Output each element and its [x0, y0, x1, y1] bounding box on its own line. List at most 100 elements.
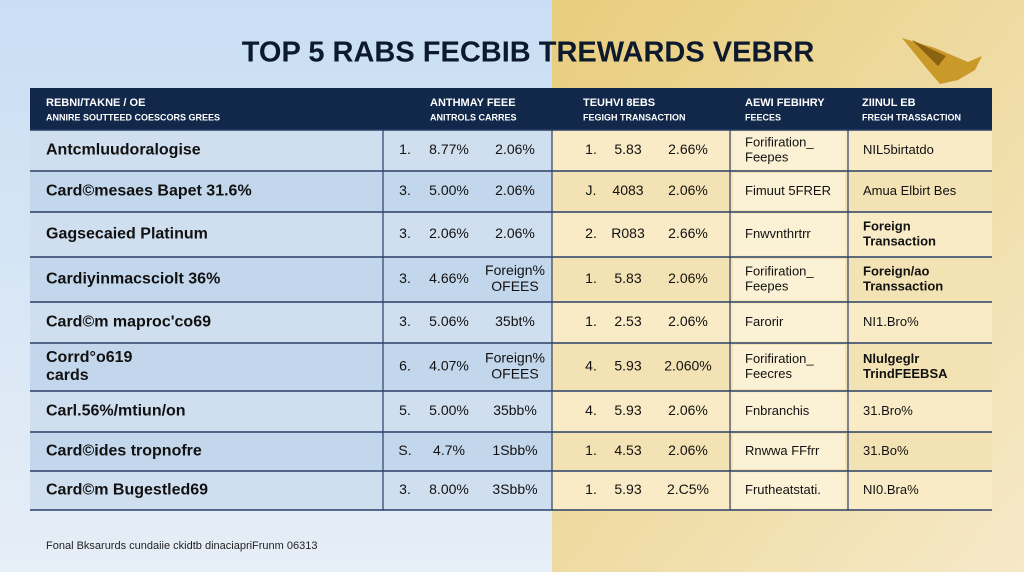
cell-bg: [733, 434, 845, 469]
cell-text: Fnwvnthrtrr: [745, 226, 811, 241]
cell-text: 3.: [399, 270, 411, 286]
cell-text: Farorir: [745, 314, 784, 329]
header-label: ANITROLS CARRES: [430, 112, 517, 122]
cell-text: 1.: [585, 270, 597, 286]
cell-text: Forifiration_: [745, 263, 814, 278]
cell-text: 4.07%: [429, 358, 469, 374]
cell-text: 31.Bro%: [863, 403, 913, 418]
cell-text: R083: [611, 225, 645, 241]
cell-text: Card©m Bugestled69: [46, 482, 208, 499]
cell-text: 2.66%: [668, 141, 708, 157]
cell-text: 3.: [399, 481, 411, 497]
cell-text: 2.: [585, 225, 597, 241]
cell-text: 5.00%: [429, 182, 469, 198]
cell-text: Foreign%: [485, 350, 545, 366]
cell-text: TrindFEEBSA: [863, 366, 948, 381]
row-bg-left: [30, 343, 552, 391]
cell-text: 8.77%: [429, 141, 469, 157]
header-label: ANTHMAY FEEE: [430, 97, 516, 109]
cell-text: 3.: [399, 182, 411, 198]
row-bg-left: [30, 130, 552, 171]
cell-text: 2.06%: [495, 141, 535, 157]
cell-text: Card©ides tropnofre: [46, 443, 202, 460]
header-label: FEECES: [745, 112, 781, 122]
cell-text: 4.53: [614, 442, 641, 458]
table: REBNI/TAKNE / OE ANNIRE SOUTTEED COESCORS…: [30, 97, 992, 511]
row-bg-left: [30, 302, 552, 343]
cell-text: 5.93: [614, 358, 641, 374]
cell-text: Frutheatstati.: [745, 482, 821, 497]
cell-text: 5.: [399, 402, 411, 418]
cell-bg: [733, 393, 845, 430]
row-bg-left: [30, 432, 552, 471]
cell-text: Carl.56%/mtiun/on: [46, 403, 186, 420]
cell-text: Foreign/ao: [863, 263, 930, 278]
cell-text: 2.66%: [668, 225, 708, 241]
cell-text: 31.Bo%: [863, 443, 909, 458]
header-label: FREGH TRASSACTION: [862, 112, 961, 122]
cell-text: 3.: [399, 313, 411, 329]
title: TOP 5 RABS FECBIB TREWARDS VEBRR: [242, 37, 815, 69]
cell-text: 6.: [399, 358, 411, 374]
cell-text: Card©mesaes Bapet 31.6%: [46, 183, 252, 200]
cell-text: 1.: [585, 442, 597, 458]
cell-text: Corrd°o619: [46, 349, 133, 366]
cell-text: OFEES: [491, 366, 538, 382]
cell-text: 5.06%: [429, 313, 469, 329]
cell-text: Forifiration_: [745, 351, 814, 366]
cell-text: Feepes: [745, 149, 789, 164]
cell-text: Foreign: [863, 218, 911, 233]
cell-text: 5.93: [614, 402, 641, 418]
header-label: TEUHVI 8EBS: [583, 97, 655, 109]
cell-text: 1.: [585, 481, 597, 497]
cell-text: 4.: [585, 402, 597, 418]
cell-text: 8.00%: [429, 481, 469, 497]
cell-text: OFEES: [491, 278, 538, 294]
cell-text: Fimuut 5FRER: [745, 183, 831, 198]
cell-text: NI0.Bra%: [863, 482, 919, 497]
cell-text: 2.06%: [668, 442, 708, 458]
cell-text: 4.7%: [433, 442, 465, 458]
cell-bg: [733, 214, 845, 255]
cell-text: 2.C5%: [667, 481, 709, 497]
footer-note: Fonal Bksarurds cundaiie ckidtb dinaciap…: [46, 540, 317, 552]
cell-text: 2.06%: [495, 182, 535, 198]
cell-text: Fnbranchis: [745, 403, 810, 418]
table-header: [30, 88, 992, 130]
cell-text: NIL5birtatdo: [863, 142, 934, 157]
header-label: ANNIRE SOUTTEED COESCORS GREES: [46, 112, 220, 122]
header-label: REBNI/TAKNE / OE: [46, 97, 145, 109]
row-bg-left: [30, 391, 552, 432]
row-bg-left: [30, 257, 552, 302]
cell-text: 5.93: [614, 481, 641, 497]
header-label: ZIINUL EB: [862, 97, 916, 109]
cell-text: cards: [46, 367, 89, 384]
cell-text: 2.06%: [668, 182, 708, 198]
cell-text: Cardiyinmacsciolt 36%: [46, 271, 220, 288]
cell-bg: [733, 304, 845, 341]
cell-text: Forifiration_: [745, 134, 814, 149]
cell-text: 1.: [399, 141, 411, 157]
cell-text: Amua Elbirt Bes: [863, 183, 957, 198]
cell-bg: [733, 345, 845, 389]
cell-text: 4.66%: [429, 270, 469, 286]
cell-text: 5.83: [614, 141, 641, 157]
cell-text: 2.06%: [668, 270, 708, 286]
cell-text: 4.: [585, 358, 597, 374]
cell-text: 1Sbb%: [492, 442, 537, 458]
cell-text: Foreign%: [485, 262, 545, 278]
cell-text: 2.06%: [495, 225, 535, 241]
header-label: FEGIGH TRANSACTION: [583, 112, 686, 122]
cell-bg: [733, 473, 845, 508]
cell-text: 2.060%: [664, 358, 711, 374]
cell-bg: [733, 132, 845, 169]
cell-text: S.: [398, 442, 411, 458]
cell-text: Transaction: [863, 233, 936, 248]
cell-text: Gagsecaied Platinum: [46, 226, 208, 243]
cell-text: NI1.Bro%: [863, 314, 919, 329]
cell-text: 5.83: [614, 270, 641, 286]
logo-shade: [912, 40, 946, 66]
cell-bg: [733, 259, 845, 300]
cell-text: 3.: [399, 225, 411, 241]
cell-text: Nlulgeglr: [863, 351, 919, 366]
